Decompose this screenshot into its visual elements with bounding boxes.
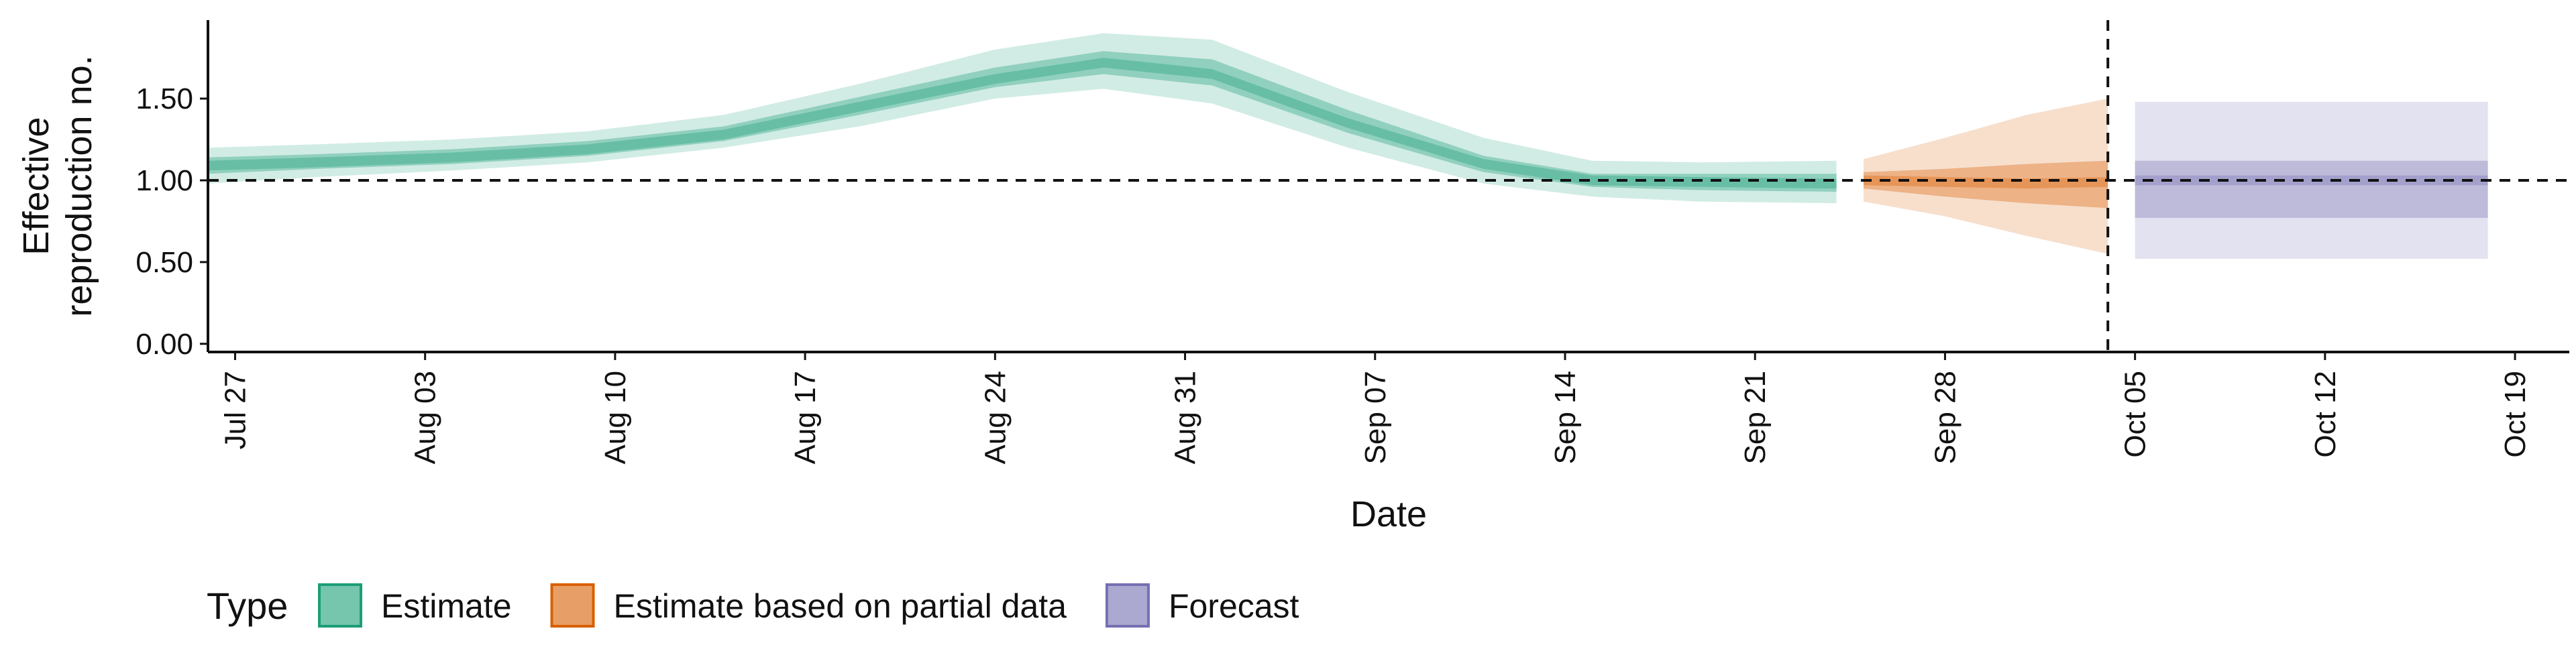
legend-label: Forecast	[1169, 587, 1299, 625]
legend-key	[550, 583, 595, 628]
x-tick-label: Aug 24	[979, 371, 1012, 464]
y-axis-title: Effectivereproduction no.	[16, 55, 99, 316]
legend: Type Estimate Estimate based on partial da…	[207, 583, 1299, 628]
x-tick-label: Sep 28	[1929, 371, 1962, 464]
legend-key	[318, 583, 362, 628]
y-tick-label: 0.50	[136, 246, 193, 279]
x-tick-label: Sep 14	[1549, 371, 1582, 464]
legend-label: Estimate	[381, 587, 512, 625]
band-median	[2135, 175, 2488, 186]
legend-item: Estimate	[318, 583, 512, 628]
x-tick-label: Aug 31	[1169, 371, 1202, 464]
x-axis-title: Date	[1350, 494, 1427, 534]
x-tick-label: Sep 21	[1739, 371, 1772, 464]
x-tick-label: Aug 10	[599, 371, 632, 464]
y-axis-title-line: Effective	[16, 117, 56, 255]
series-estimate	[208, 33, 1837, 204]
y-tick-label: 1.00	[136, 164, 193, 197]
y-axis-title-line: reproduction no.	[59, 55, 99, 316]
legend-key	[1105, 583, 1150, 628]
x-tick-label: Oct 12	[2309, 371, 2342, 458]
legend-title: Type	[207, 585, 288, 627]
legend-item: Forecast	[1105, 583, 1299, 628]
axes: 0.00 0.50 1.00 1.50 Jul 27 Aug 03 Aug 10 Aug 17…	[16, 20, 2569, 534]
series-estimate-based-on-partial-data	[1864, 99, 2108, 254]
x-tick-label: Sep 07	[1359, 371, 1392, 464]
band-90	[2135, 101, 2488, 259]
x-tick-label: Aug 17	[789, 371, 822, 464]
x-tick-label: Oct 05	[2119, 371, 2152, 458]
legend-label: Estimate based on partial data	[614, 587, 1067, 625]
x-tick-label: Aug 03	[409, 371, 442, 464]
legend-item: Estimate based on partial data	[550, 583, 1067, 628]
y-tick-label: 0.00	[136, 328, 193, 361]
x-tick-label: Jul 27	[219, 371, 252, 449]
series-forecast	[2135, 101, 2488, 259]
x-tick-label: Oct 19	[2499, 371, 2532, 458]
band-90	[208, 33, 1837, 204]
band-50	[2135, 160, 2488, 218]
band-median	[1864, 175, 2108, 189]
band-50	[1864, 160, 2108, 209]
band-50	[208, 51, 1837, 192]
y-tick-label: 1.50	[136, 82, 193, 115]
band-90	[1864, 99, 2108, 254]
bands-layer	[208, 33, 2488, 259]
